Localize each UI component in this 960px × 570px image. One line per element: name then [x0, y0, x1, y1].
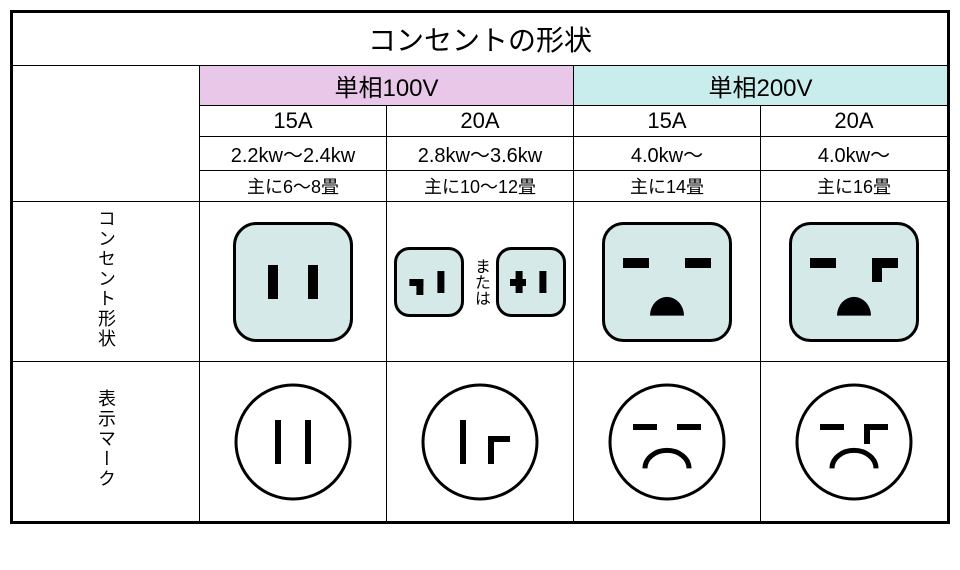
mark-col1 — [200, 362, 387, 522]
mark-col2 — [387, 362, 574, 522]
amp-col2: 20A — [387, 106, 574, 137]
outlet-shape-table: コンセントの形状 単相100V 単相200V 15A 20A 15A 20A 2… — [10, 10, 950, 524]
display-mark-label: 表示マーク — [13, 362, 200, 522]
outlet-col2: または — [387, 202, 574, 362]
outlet-col2-left — [394, 247, 464, 317]
left-header-blank — [13, 66, 200, 202]
table-title: コンセントの形状 — [13, 13, 948, 66]
outlet-col2-right — [496, 247, 566, 317]
room-col4: 主に16畳 — [761, 171, 948, 202]
mark-col3 — [574, 362, 761, 522]
main-table: コンセントの形状 単相100V 単相200V 15A 20A 15A 20A 2… — [12, 12, 948, 522]
amp-col1: 15A — [200, 106, 387, 137]
voltage-200v-header: 単相200V — [574, 66, 948, 106]
room-col1: 主に6～8畳 — [200, 171, 387, 202]
room-col3: 主に14畳 — [574, 171, 761, 202]
mark-col4 — [761, 362, 948, 522]
or-text: または — [468, 258, 492, 306]
outlet-col1 — [200, 202, 387, 362]
amp-col3: 15A — [574, 106, 761, 137]
outlet-col3 — [574, 202, 761, 362]
outlet-col4 — [761, 202, 948, 362]
kw-col1: 2.2kw～2.4kw — [200, 137, 387, 171]
room-col2: 主に10～12畳 — [387, 171, 574, 202]
kw-col3: 4.0kw～ — [574, 137, 761, 171]
voltage-100v-header: 単相100V — [200, 66, 574, 106]
kw-col2: 2.8kw～3.6kw — [387, 137, 574, 171]
kw-col4: 4.0kw～ — [761, 137, 948, 171]
outlet-shape-label: コンセント形状 — [13, 202, 200, 362]
amp-col4: 20A — [761, 106, 948, 137]
